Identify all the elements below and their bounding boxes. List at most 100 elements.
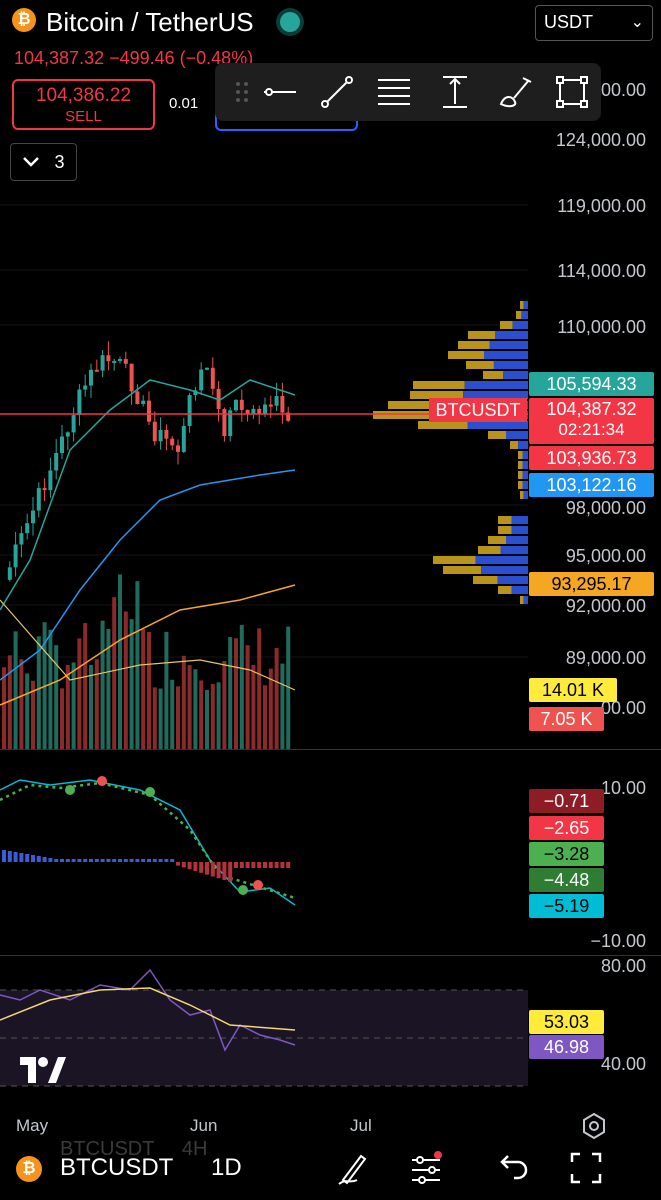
volume-profile-bar [511,586,528,594]
macd-histogram-bar [60,859,64,862]
price-range-icon[interactable] [435,72,475,112]
price-axis-label: 114,000.00 [557,261,646,281]
time-axis-label: Jul [350,1116,372,1135]
brush-icon[interactable] [495,72,535,112]
volume-bar [65,664,70,750]
macd-signal-tag: −5.19 [529,894,604,918]
rectangle-icon[interactable] [552,72,592,112]
candle-body [42,488,47,491]
macd-cross-marker [145,787,155,797]
drag-handle-icon[interactable] [223,72,263,112]
macd-tag: −4.48 [529,868,604,892]
volume-profile-bar [521,311,528,319]
candle-body [181,425,186,452]
price-axis-label: 00.00 [600,80,646,100]
spread-value: 0.01 [169,95,199,112]
symbol-title[interactable]: Bitcoin / TetherUS [46,7,254,37]
candle-body [170,438,175,446]
volume-bar [129,619,134,750]
price-chart[interactable] [0,180,530,1110]
candle-body [100,355,105,371]
last-price-value: 104,387.32 [546,399,637,419]
volume-profile-bar [503,371,528,379]
symbol-selector[interactable]: BTCUSDT [60,1154,174,1181]
volume-bar [141,629,146,750]
price-axis-label: 98,000.00 [565,498,646,518]
indicators-icon[interactable] [408,1150,444,1186]
candle-body [13,544,18,568]
symbol-tag: BTCUSDT [429,398,527,422]
candle-body [60,436,64,453]
volume-bar [268,668,273,750]
macd-histogram-bar [100,859,105,862]
volume-profile-bar [458,341,490,349]
volume-profile-bar [464,381,528,389]
volume-profile-bar [475,556,528,564]
candle-body [210,367,215,389]
volume-bar [199,680,204,750]
volume-bar [286,626,291,750]
volume-bar [234,638,238,750]
candle-body [123,359,128,364]
volume-bar [7,655,12,750]
volume-tag: 7.05 K [529,707,604,731]
volume-profile-bar [518,451,523,459]
sell-price: 104,386.22 [35,85,132,106]
trend-line-icon[interactable] [317,72,357,112]
quote-currency-select[interactable]: USDT ⌄ [535,5,653,41]
volume-profile-bar [520,596,524,604]
candle-body [228,410,233,437]
volume-profile-bar [467,421,528,429]
candle-body [141,400,146,405]
candle-body [274,396,279,406]
horizontal-line-icon[interactable] [260,72,300,112]
market-status-icon[interactable] [280,12,300,32]
macd-histogram-bar [234,862,238,868]
volume-profile-bar [511,516,528,524]
macd-histogram-bar [106,859,111,862]
volume-ma-tag: 14.01 K [529,678,617,702]
macd-histogram-bar [187,862,192,870]
macd-histogram-bar [164,859,169,862]
interval-selector[interactable]: 1D [211,1154,242,1181]
sell-button[interactable]: 104,386.22 SELL [12,79,155,130]
candle-body [135,391,140,405]
volume-bar [280,663,285,750]
volume-bar [19,659,24,750]
macd-histogram-bar [89,859,93,862]
candle-body [199,369,204,391]
undo-icon[interactable] [496,1150,532,1186]
volume-bar [210,683,215,750]
volume-profile-bar [448,351,484,359]
macd-histogram-bar [112,859,117,862]
price-axis-label: 110,000.00 [557,317,646,337]
candle-body [31,510,35,524]
volume-bar [222,660,227,750]
candle-body [118,359,122,362]
price-axis-label: 00.00 [600,698,646,718]
volume-profile-bar [433,556,476,564]
fib-retracement-icon[interactable] [374,72,414,112]
drawing-tools-icon[interactable] [335,1150,371,1186]
macd-histogram-bar [123,859,128,862]
volume-profile-bar [523,596,528,604]
volume-bar [152,687,157,750]
settings-icon[interactable] [581,1113,607,1139]
volume-profile-bar [522,451,528,459]
fullscreen-icon[interactable] [568,1150,604,1186]
macd-histogram-bar [135,859,140,862]
volume-profile-bar [478,546,501,554]
volume-profile-bar [511,526,528,534]
volume-profile-bar [523,491,528,499]
indicators-collapse-button[interactable]: 3 [10,143,77,181]
macd-cross-marker [253,880,263,890]
volume-profile-bar [418,421,468,429]
volume-profile-bar [443,566,482,574]
volume-bar [36,636,41,750]
candle-body [176,445,180,452]
macd-histogram-bar [25,854,30,862]
volume-profile-bar [518,461,523,469]
macd-histogram-bar [251,862,256,868]
candle-body [77,389,82,416]
volume-profile-bar [522,461,528,469]
